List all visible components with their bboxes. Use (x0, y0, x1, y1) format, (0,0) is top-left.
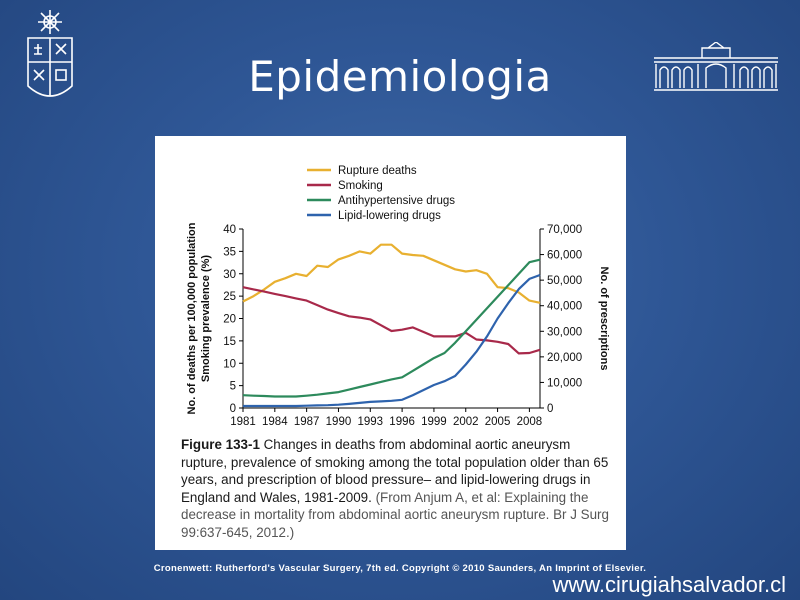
x-tick-label: 1993 (357, 416, 383, 428)
right-y-tick-label: 40,000 (547, 301, 582, 313)
left-axis-label-smoking: Smoking prevalence (%) (200, 255, 212, 382)
series-line-lipid-lowering-drugs (243, 273, 541, 408)
right-y-tick-label: 30,000 (547, 326, 582, 338)
x-tick-label: 2002 (453, 416, 479, 428)
left-y-tick-label: 5 (230, 381, 236, 393)
x-tick-label: 2008 (517, 416, 543, 428)
x-tick-label: 1987 (294, 416, 320, 428)
x-tick-label: 1999 (421, 416, 447, 428)
left-y-tick-label: 40 (223, 224, 236, 236)
hospital-building-logo (654, 42, 778, 91)
line-chart: 0 5 10 15 20 25 30 35 40 0 10,000 20,000 30,000 40,00… (186, 165, 610, 428)
left-y-tick-label: 15 (223, 336, 236, 348)
legend-label-antihypertensive-drugs: Antihypertensive drugs (338, 195, 455, 207)
slide-title: Epidemiologia (248, 52, 552, 101)
right-y-tick-label: 70,000 (547, 224, 582, 236)
left-y-tick-label: 20 (223, 314, 236, 326)
series-line-smoking (242, 286, 541, 355)
copyright-credit: Cronenwett: Rutherford's Vascular Surger… (153, 563, 647, 574)
left-y-tick-label: 30 (223, 269, 236, 281)
left-y-tick-label: 10 (223, 358, 236, 370)
right-y-tick-label: 10,000 (547, 377, 582, 389)
legend-label-rupture-deaths: Rupture deaths (338, 165, 417, 177)
figure-caption: Figure 133-1 Changes in deaths from abdo… (181, 436, 619, 541)
x-tick-label: 1996 (389, 416, 415, 428)
left-y-tick-label: 0 (230, 403, 236, 415)
university-seal-logo (27, 10, 73, 97)
right-axis-label: No. of prescriptions (598, 267, 610, 371)
website-url: www.cirugiahsalvador.cl (552, 572, 786, 597)
caption-text: Changes in deaths from abdominal aortic … (181, 437, 609, 505)
caption-source: (From Anjum A, et al: Explaining the dec… (181, 489, 609, 540)
x-tick-label: 1990 (326, 416, 352, 428)
figure-label: Figure 133-1 (181, 437, 260, 452)
left-y-tick-label: 35 (223, 246, 236, 258)
right-y-tick-label: 20,000 (547, 352, 582, 364)
x-tick-label: 2005 (485, 416, 511, 428)
figure-panel: 0 5 10 15 20 25 30 35 40 0 10,000 20,000 30,000 40,00… (155, 136, 626, 550)
series-line-rupture-deaths (242, 243, 541, 304)
legend-label-smoking: Smoking (338, 180, 383, 192)
left-axis-label-deaths: No. of deaths per 100,000 population (186, 222, 198, 414)
series-line-antihypertensive-drugs (242, 258, 541, 398)
left-y-tick-label: 25 (223, 291, 236, 303)
x-tick-label: 1981 (230, 416, 256, 428)
right-y-tick-label: 50,000 (547, 275, 582, 287)
x-tick-label: 1984 (262, 416, 288, 428)
legend-label-lipid-lowering-drugs: Lipid-lowering drugs (338, 210, 441, 222)
right-y-tick-label: 0 (547, 403, 553, 415)
right-y-tick-label: 60,000 (547, 250, 582, 262)
